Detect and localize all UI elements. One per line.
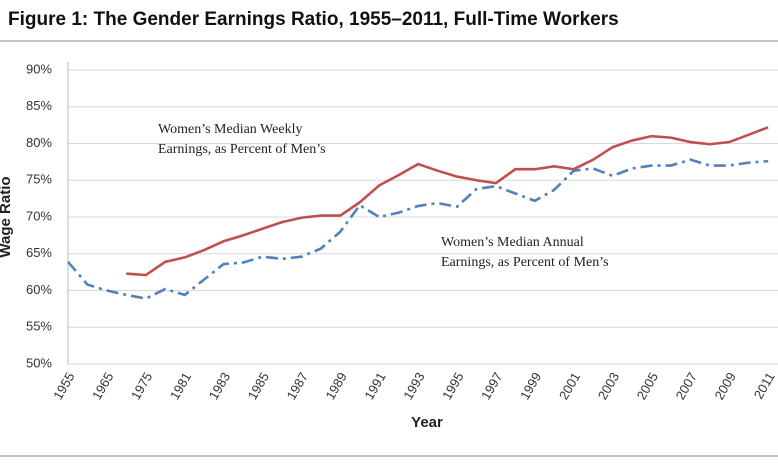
annotation: Women’s Median Annual	[441, 235, 584, 250]
x-tick-label: 1975	[128, 370, 155, 403]
data-line	[67, 158, 769, 300]
annotation: Women’s Median Weekly	[158, 122, 302, 137]
chart-title: Figure 1: The Gender Earnings Ratio, 195…	[8, 9, 619, 30]
x-tick-label: 1965	[89, 370, 116, 403]
x-tick-label: 1991	[361, 370, 388, 403]
annotation: Earnings, as Percent of Men’s	[441, 255, 609, 270]
y-tick-label: 75%	[26, 172, 52, 187]
y-tick-label: 60%	[26, 282, 52, 297]
x-tick-label: 1955	[50, 370, 77, 403]
y-tick-label: 65%	[26, 245, 52, 260]
y-axis-title: Wage Ratio	[0, 176, 14, 257]
x-axis-title: Year	[411, 414, 443, 431]
y-tick-label: 80%	[26, 135, 52, 150]
x-tick-label: 2011	[751, 370, 778, 402]
x-tick-label: 1989	[322, 370, 349, 403]
x-tick-label: 1981	[167, 370, 194, 403]
x-tick-label: 1993	[400, 370, 427, 403]
x-tick-label: 2009	[711, 370, 738, 403]
x-tick-label: 1983	[206, 370, 233, 403]
x-tick-label: 1995	[439, 370, 466, 403]
x-tick-label: 2003	[595, 370, 622, 403]
x-tick-label: 2007	[673, 370, 700, 403]
y-tick-label: 55%	[26, 319, 52, 334]
y-tick-label: 85%	[26, 98, 52, 113]
y-tick-label: 50%	[26, 355, 52, 370]
x-tick-label: 1997	[478, 370, 505, 403]
data-line	[126, 126, 769, 277]
x-tick-label: 1985	[245, 370, 272, 403]
y-tick-label: 90%	[26, 61, 52, 76]
x-tick-label: 1999	[517, 370, 544, 403]
annotation: Earnings, as Percent of Men’s	[158, 142, 326, 157]
x-tick-label: 2001	[556, 370, 583, 403]
x-tick-label: 2005	[634, 370, 661, 403]
x-tick-label: 1987	[284, 370, 311, 403]
y-tick-label: 70%	[26, 208, 52, 223]
